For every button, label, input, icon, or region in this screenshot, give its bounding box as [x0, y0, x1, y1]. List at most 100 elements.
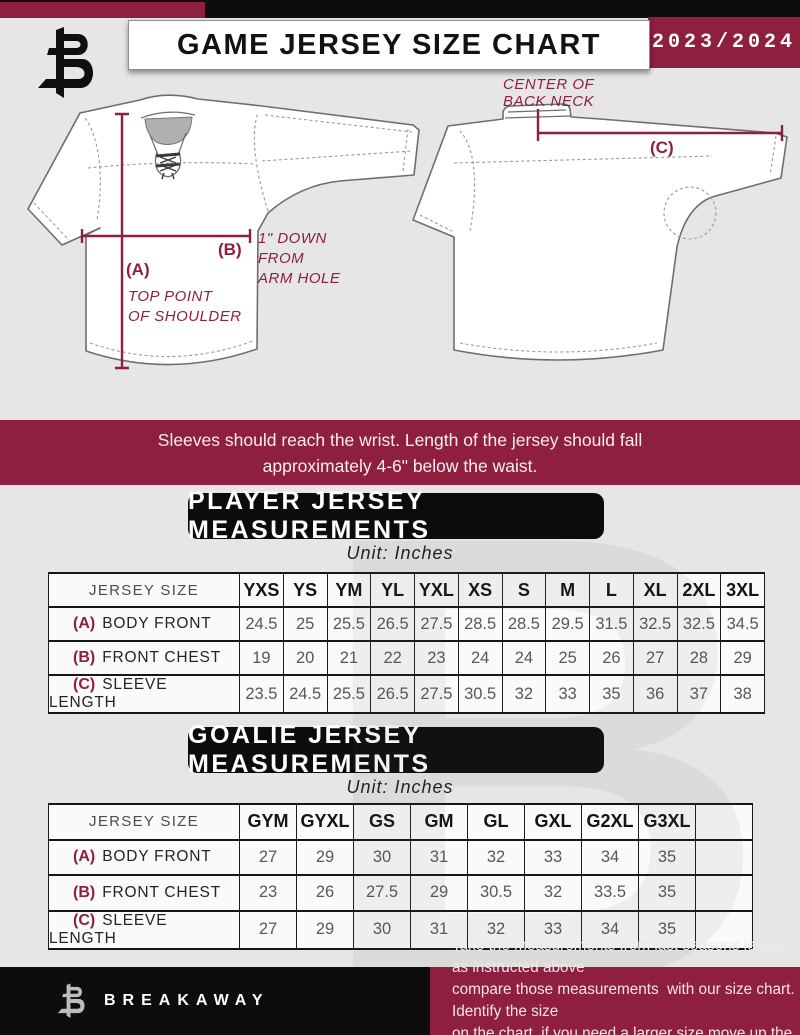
size-column-header: 3XL: [720, 572, 765, 608]
measurement-value-cell: 26: [589, 640, 634, 676]
front-jersey-outline: [27, 94, 420, 366]
size-column-header: GYXL: [296, 803, 354, 841]
measurement-row: (B) FRONT CHEST 19 20 21 22 23 24 24 25 26 27 28 29: [48, 640, 765, 676]
measurement-tag: (A): [73, 615, 96, 632]
measurement-tag: (A): [73, 848, 96, 866]
size-column-header: 2XL: [676, 572, 722, 608]
measurement-value-cell: 27.5: [353, 874, 411, 912]
label-a-note-2: OF SHOULDER: [128, 308, 242, 325]
footer-instructions-line-1: Take the measurements from last seasons …: [452, 937, 789, 976]
player-section-banner: PLAYER JERSEY MEASUREMENTS: [188, 487, 604, 544]
label-a-tag: (A): [126, 260, 150, 279]
player-section-title: PLAYER JERSEY MEASUREMENTS: [188, 487, 431, 544]
measurement-value-cell: 34.5: [720, 606, 765, 642]
measurement-value-cell: 25: [545, 640, 590, 676]
measurement-value-cell: 28.5: [457, 606, 503, 642]
measurement-value-cell: 29.5: [545, 606, 590, 642]
label-b-note-2: FROM: [258, 250, 304, 267]
measurement-value-cell: 32: [524, 874, 582, 912]
measurement-value-cell: 23: [414, 640, 459, 676]
measurement-value-cell: 24: [457, 640, 503, 676]
label-c-note-2: BACK NECK: [503, 93, 595, 110]
footer-instructions-line-3: on the chart, if you need a larger size …: [452, 1025, 793, 1035]
player-size-table: JERSEY SIZE YXS YS YM YL YXL XS S M L XL 2XL 3XL (A) B…: [48, 572, 765, 714]
measurement-value-cell: 20: [282, 640, 328, 676]
size-column-header: XL: [632, 572, 678, 608]
season-label: 2023/2024: [651, 31, 797, 54]
fit-notice-banner: Sleeves should reach the wrist. Length o…: [0, 420, 800, 485]
measurement-name: FRONT CHEST: [102, 883, 221, 901]
page-title: GAME JERSEY SIZE CHART: [176, 28, 602, 61]
measurement-value-cell: 32: [467, 838, 525, 876]
measurement-name: FRONT CHEST: [102, 649, 221, 666]
goalie-size-table: JERSEY SIZE GYM GYXL GS GM GL GXL G2XL G3XL (A) BO…: [48, 803, 753, 950]
measurement-row: (C) SLEEVE LENGTH 27 29 30 31 32 33 34 35: [48, 909, 753, 950]
measurement-line-b: [80, 229, 252, 243]
measurement-value-cell: 28: [676, 640, 722, 676]
measurement-value-cell: 25: [282, 606, 328, 642]
measurement-value-cell: 26.5: [370, 674, 415, 714]
front-lace-detail: [155, 152, 181, 180]
size-column-header: YL: [370, 572, 415, 608]
measurement-value-cell: 27: [239, 909, 297, 950]
fit-notice-line-2: approximately 4-6" below the waist.: [262, 455, 538, 476]
player-unit-label: Unit: Inches: [346, 543, 454, 563]
measurement-value-cell: 30.5: [467, 874, 525, 912]
measurement-value-cell: 35: [589, 674, 634, 714]
measurement-value-cell: 33: [524, 838, 582, 876]
breakaway-b-logo-icon: [38, 27, 94, 98]
measurement-value-cell: 33: [524, 909, 582, 950]
label-b-note-1: 1" DOWN: [258, 230, 327, 247]
measurement-value-cell: 24: [501, 640, 547, 676]
measurement-value-cell: 30: [353, 838, 411, 876]
size-column-header: [695, 803, 753, 841]
measurement-value-cell: 28.5: [501, 606, 547, 642]
size-table-header-row: JERSEY SIZE GYM GYXL GS GM GL GXL G2XL G3XL: [48, 803, 753, 841]
measurement-tag: (C): [73, 676, 96, 693]
measurement-value-cell: 24.5: [239, 606, 284, 642]
measurement-value-cell: 29: [720, 640, 765, 676]
measurement-value-cell: 31.5: [589, 606, 634, 642]
size-column-header: S: [501, 572, 547, 608]
measurement-tag: (B): [73, 883, 96, 901]
measurement-row: (A) BODY FRONT 24.5 25 25.5 26.5 27.5 28.5 28.5 2…: [48, 606, 765, 642]
fit-notice-line-1: Sleeves should reach the wrist. Length o…: [157, 429, 643, 450]
measurement-value-cell: 33: [545, 674, 590, 714]
measurement-line-a: [115, 112, 129, 370]
label-b-note-3: ARM HOLE: [257, 270, 341, 287]
measurement-row-label: (B) FRONT CHEST: [48, 874, 240, 912]
measurement-value-cell: 30.5: [457, 674, 503, 714]
measurement-value-cell: 35: [638, 909, 696, 950]
page-title-box: GAME JERSEY SIZE CHART: [128, 20, 650, 70]
measurement-lines: [80, 109, 784, 370]
size-column-header: GXL: [524, 803, 582, 841]
measurement-value-cell: 30: [353, 909, 411, 950]
size-column-header: YXS: [239, 572, 284, 608]
season-badge: 2023/2024: [648, 17, 800, 68]
measurement-value-cell: 23.5: [239, 674, 284, 714]
footer-instructions-line-2: compare those measurements with our size…: [452, 981, 799, 1020]
measurement-name: BODY FRONT: [102, 615, 212, 632]
size-column-header: YXL: [414, 572, 459, 608]
measurement-value-cell: 34: [581, 838, 639, 876]
size-column-header: XS: [457, 572, 503, 608]
measurement-value-cell: 24.5: [282, 674, 328, 714]
measurement-row: (B) FRONT CHEST 23 26 27.5 29 30.5 32 33.5 35: [48, 874, 753, 912]
size-column-header: GM: [410, 803, 468, 841]
measurement-value-cell: 37: [676, 674, 722, 714]
measurement-value-cell: 19: [239, 640, 284, 676]
measurement-value-cell: 22: [370, 640, 415, 676]
measurement-row-label: (C) SLEEVE LENGTH: [48, 674, 240, 714]
measurement-value-cell: 32.5: [676, 606, 722, 642]
size-column-header: G3XL: [638, 803, 696, 841]
goalie-section-banner: GOALIE JERSEY MEASUREMENTS: [188, 721, 604, 778]
measurement-value-cell: 33.5: [581, 874, 639, 912]
measurement-value-cell: 32: [467, 909, 525, 950]
size-column-header: GS: [353, 803, 411, 841]
measurement-value-cell: 35: [638, 838, 696, 876]
measurement-value-cell: 27: [632, 640, 678, 676]
measurement-tag: (B): [73, 649, 96, 666]
jersey-diagram: (A) TOP POINT OF SHOULDER (B) 1" DOWN FR…: [27, 76, 788, 370]
size-table-header-row: JERSEY SIZE YXS YS YM YL YXL XS S M L XL 2XL 3XL: [48, 572, 765, 608]
